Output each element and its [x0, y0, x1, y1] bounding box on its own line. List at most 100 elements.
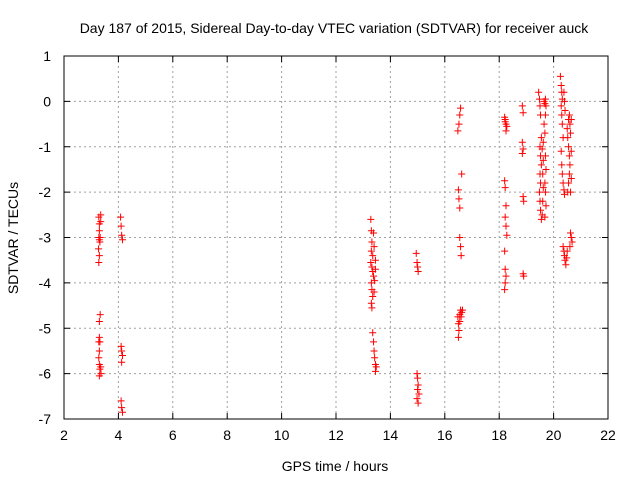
- data-point: [457, 104, 465, 112]
- data-point: [412, 249, 420, 257]
- data-point: [557, 102, 565, 110]
- data-point: [562, 261, 570, 269]
- data-point: [367, 258, 375, 266]
- data-series: [95, 72, 576, 416]
- data-point: [414, 399, 422, 407]
- data-point: [537, 215, 545, 223]
- data-point: [370, 229, 378, 237]
- data-point: [117, 213, 125, 221]
- y-tick-label: -3: [39, 230, 52, 246]
- data-point: [564, 134, 572, 142]
- data-point: [95, 252, 103, 260]
- data-point: [502, 202, 510, 210]
- data-point: [368, 304, 376, 312]
- data-point: [414, 374, 422, 382]
- data-point: [413, 370, 421, 378]
- data-point: [371, 367, 379, 375]
- data-point: [454, 127, 462, 135]
- data-point: [538, 145, 546, 153]
- data-point: [117, 342, 125, 350]
- data-point: [541, 213, 549, 221]
- data-point: [539, 156, 547, 164]
- data-point: [454, 333, 462, 341]
- data-point: [414, 381, 422, 389]
- data-point: [502, 127, 510, 135]
- data-point: [539, 197, 547, 205]
- data-point: [97, 211, 105, 219]
- data-point: [118, 236, 126, 244]
- data-point: [536, 102, 544, 110]
- data-point: [414, 386, 422, 394]
- data-point: [413, 395, 421, 403]
- data-point: [369, 252, 377, 260]
- data-point: [367, 247, 375, 255]
- y-tick-label: -7: [39, 411, 52, 427]
- data-point: [501, 286, 509, 294]
- x-tick-label: 6: [169, 427, 177, 443]
- data-point: [559, 243, 567, 251]
- data-point: [414, 263, 422, 271]
- axis-ticks: [63, 55, 609, 420]
- data-point: [535, 188, 543, 196]
- data-point: [535, 95, 543, 103]
- data-point: [367, 299, 375, 307]
- data-point: [518, 102, 526, 110]
- data-point: [97, 218, 105, 226]
- data-point: [501, 213, 509, 221]
- data-point: [96, 311, 104, 319]
- data-point: [520, 272, 528, 280]
- data-point: [501, 184, 509, 192]
- chart-title: Day 187 of 2015, Sidereal Day-to-day VTE…: [80, 20, 590, 36]
- data-point: [560, 88, 568, 96]
- data-point: [118, 408, 126, 416]
- data-point: [458, 306, 466, 314]
- data-point: [566, 188, 574, 196]
- data-point: [565, 179, 573, 187]
- data-point: [414, 268, 422, 276]
- data-point: [502, 272, 510, 280]
- data-point: [501, 279, 509, 287]
- data-point: [369, 329, 377, 337]
- data-point: [565, 170, 573, 178]
- data-point: [96, 338, 104, 346]
- data-point: [118, 358, 126, 366]
- y-tick-label: -6: [39, 366, 52, 382]
- y-tick-label: -2: [39, 184, 52, 200]
- data-point: [96, 234, 104, 241]
- data-point: [454, 186, 462, 194]
- data-point: [503, 122, 511, 130]
- data-point: [455, 327, 463, 335]
- data-point: [371, 265, 379, 273]
- data-point: [557, 147, 565, 155]
- x-tick-label: 8: [223, 427, 231, 443]
- data-point: [567, 234, 575, 241]
- data-point: [368, 263, 376, 271]
- data-point: [539, 184, 547, 192]
- x-axis-label: GPS time / hours: [282, 458, 389, 474]
- data-point: [370, 272, 378, 280]
- data-point: [95, 354, 103, 362]
- data-point: [458, 170, 466, 178]
- x-tick-label: 4: [115, 427, 123, 443]
- y-tick-label: 1: [43, 48, 51, 64]
- grid: [64, 56, 608, 419]
- data-point: [518, 138, 526, 146]
- data-point: [566, 120, 574, 128]
- data-point: [567, 175, 575, 183]
- data-point: [541, 111, 549, 119]
- data-point: [563, 125, 571, 133]
- data-point: [457, 313, 465, 321]
- data-point: [415, 390, 423, 398]
- data-point: [560, 97, 568, 105]
- data-point: [519, 145, 527, 153]
- data-point: [501, 247, 509, 255]
- data-point: [567, 116, 575, 124]
- data-point: [519, 109, 527, 117]
- data-point: [542, 165, 550, 173]
- data-point: [542, 102, 550, 110]
- data-point: [565, 152, 573, 160]
- data-point: [118, 404, 126, 412]
- data-point: [370, 338, 378, 346]
- y-axis-label: SDTVAR / TECUs: [5, 182, 21, 294]
